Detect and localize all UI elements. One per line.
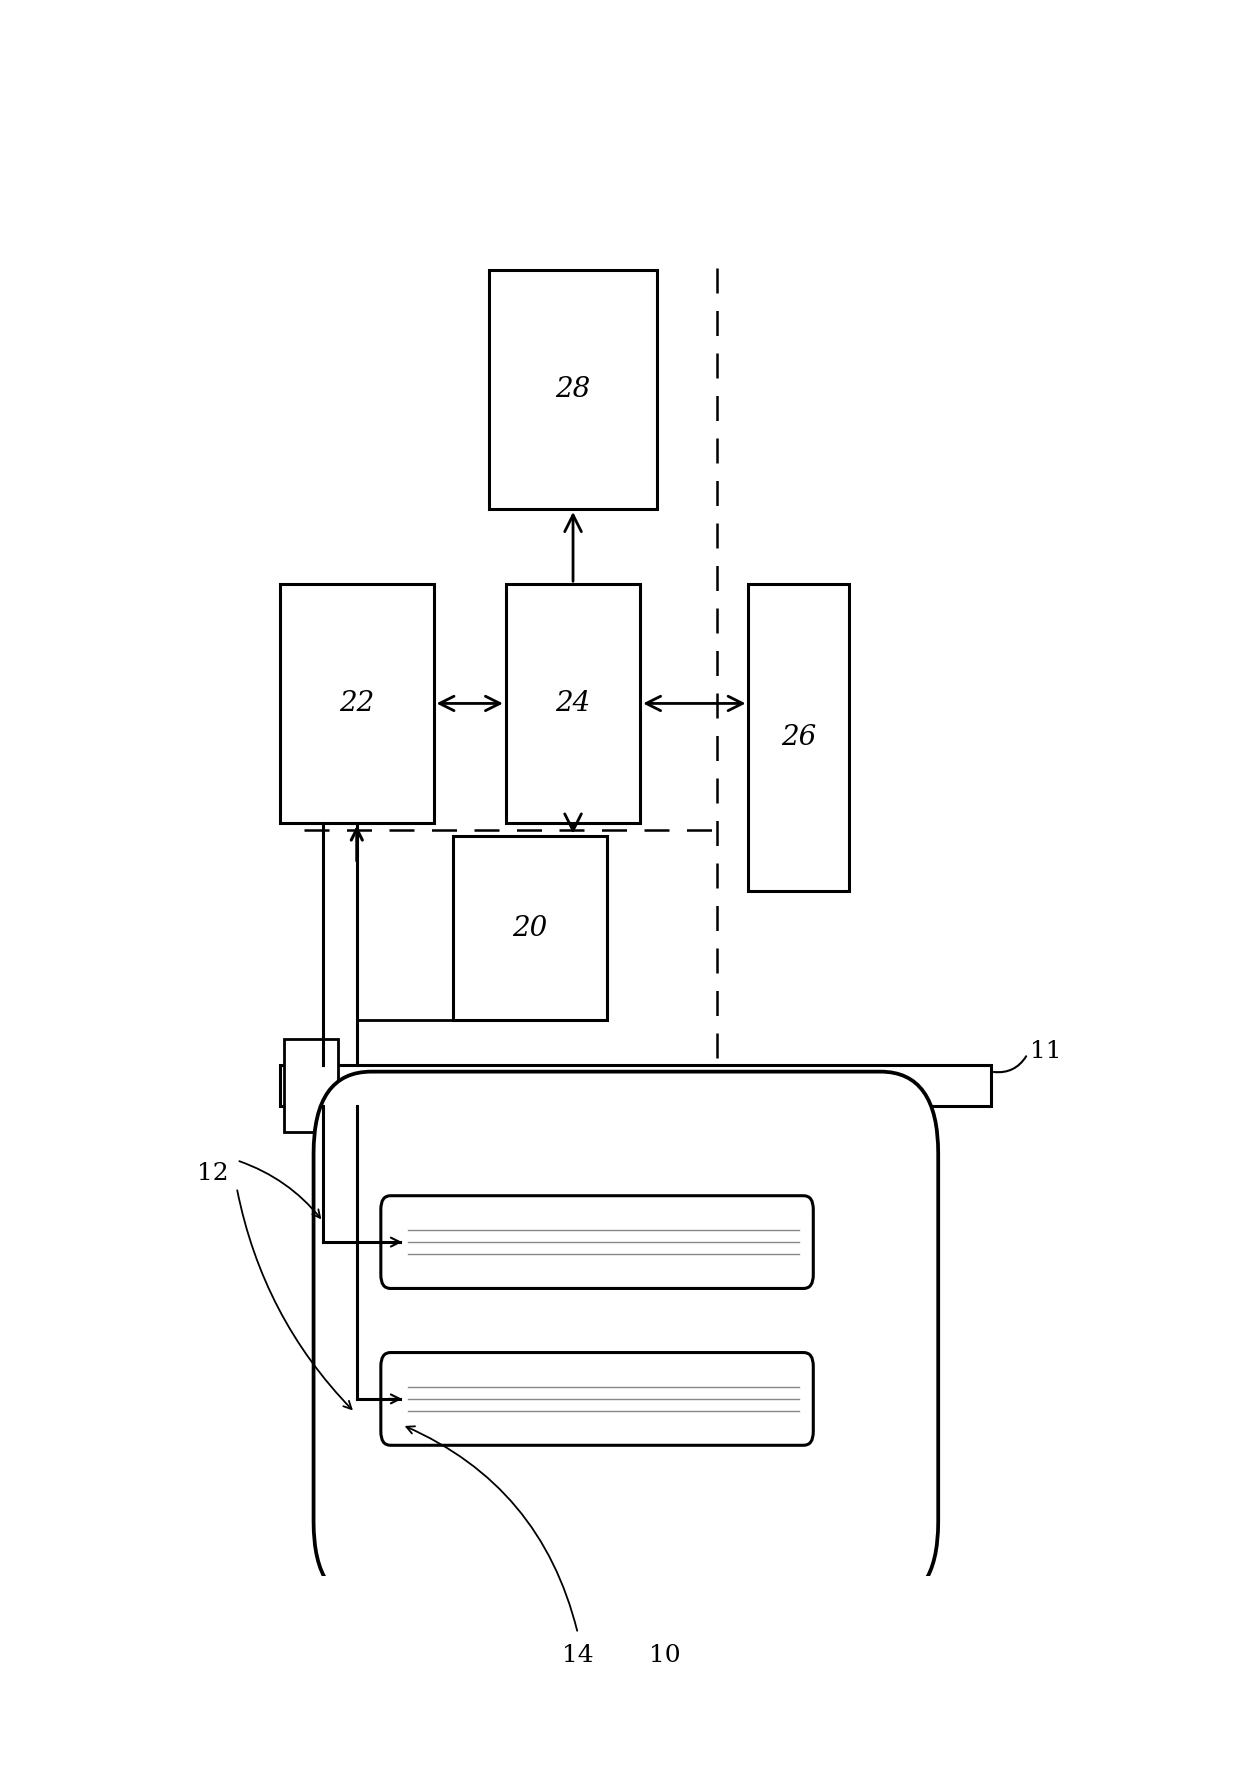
Bar [280,584,434,824]
FancyBboxPatch shape [314,1071,939,1603]
FancyBboxPatch shape [381,1195,813,1289]
Bar [749,584,849,891]
Bar [506,584,640,824]
Bar [453,836,606,1020]
Text: 11: 11 [1029,1040,1061,1063]
Text: 20: 20 [512,916,547,942]
Text: 24: 24 [556,691,590,717]
Text: 10: 10 [649,1643,681,1667]
Text: 14: 14 [562,1643,594,1667]
Bar [489,271,657,508]
Bar [284,1040,337,1132]
Bar [280,1064,991,1105]
FancyBboxPatch shape [381,1353,813,1445]
Text: 22: 22 [340,691,374,717]
Text: 28: 28 [556,375,590,404]
Text: 26: 26 [781,724,816,751]
Text: 12: 12 [197,1162,228,1185]
